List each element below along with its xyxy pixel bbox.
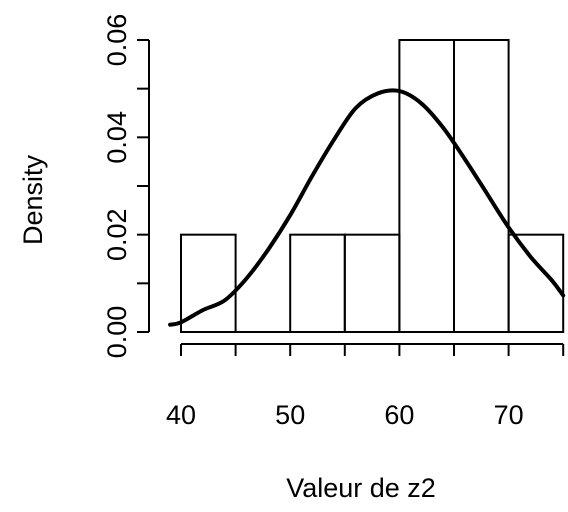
histogram-bar-6 [453,39,510,333]
x-tick-label: 50 [275,400,305,430]
x-axis: 40 50 60 70 [166,343,565,430]
y-tick-label: 0.06 [102,14,132,67]
y-axis-ticks: 0.00 0.02 0.04 0.06 [102,14,149,359]
histogram-bars [180,39,565,334]
histogram-bar-1 [180,233,237,334]
y-tick-label: 0.04 [102,111,132,164]
y-tick-label: 0.00 [102,306,132,359]
x-axis-ticks: 40 50 60 70 [166,344,565,430]
y-tick-label: 0.02 [102,208,132,261]
y-axis: 0.00 0.02 0.04 0.06 [102,14,150,359]
histogram-bar-7 [507,233,565,334]
density-curve [168,88,566,327]
y-axis-label: Density [18,154,48,245]
x-tick-label: 60 [384,400,414,430]
x-tick-label: 40 [166,400,196,430]
x-tick-label: 70 [494,400,524,430]
histogram-bar-3 [289,233,346,334]
histogram-bar-4 [343,233,401,334]
histogram-bar-5 [398,39,455,333]
x-axis-label: Valeur de z2 [286,473,436,503]
